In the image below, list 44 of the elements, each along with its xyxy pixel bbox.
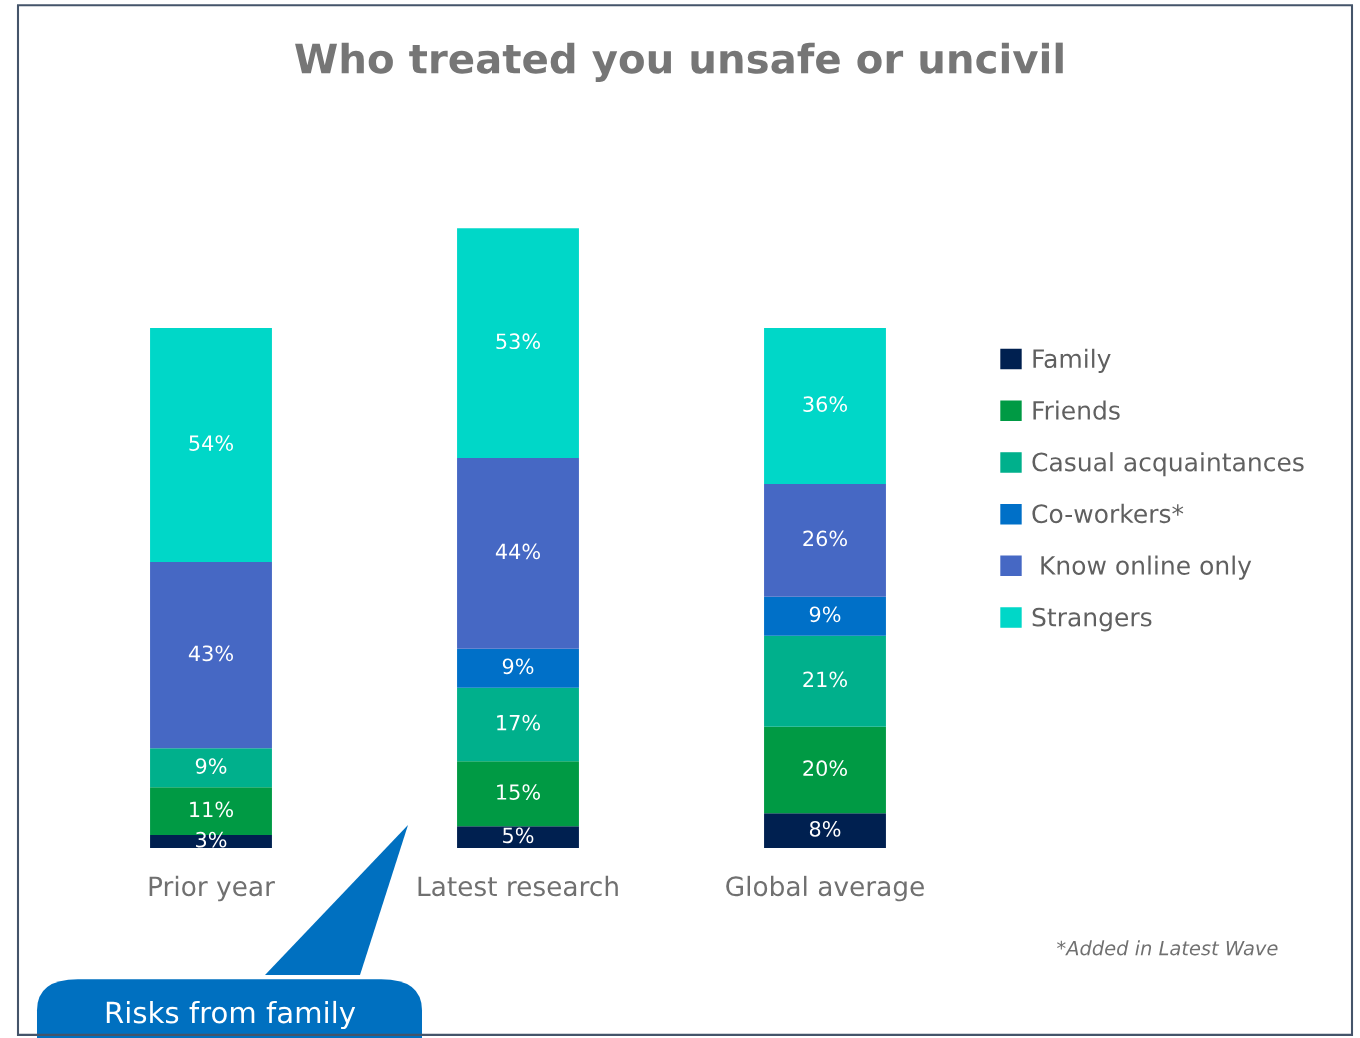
text: Risks from family xyxy=(106,1000,356,1030)
bar xyxy=(150,327,272,562)
bar xyxy=(457,228,579,458)
bar xyxy=(764,483,886,597)
legend-label: Friends xyxy=(1033,400,1120,420)
data-label: 9% xyxy=(195,758,227,774)
data-label: 36% xyxy=(803,396,847,412)
legend-label: Casual acquaintances xyxy=(1032,452,1304,477)
legend-label: Co-workers* xyxy=(1032,503,1184,524)
text: *Added in Latest Wave xyxy=(1057,940,1278,956)
chart-title: Who treated you unsafe or uncivil xyxy=(295,42,1063,82)
data-label: 15% xyxy=(497,784,540,800)
bar xyxy=(457,761,579,827)
bar xyxy=(457,826,579,849)
bar xyxy=(764,813,886,849)
data-label: 9% xyxy=(809,606,841,623)
data-label: 11% xyxy=(190,801,233,818)
data-label: 5% xyxy=(503,827,534,844)
bar xyxy=(457,648,579,688)
data-label: 43% xyxy=(188,645,233,662)
bar xyxy=(764,596,886,636)
bar xyxy=(457,457,579,649)
data-label: 8% xyxy=(809,820,841,837)
data-label: 9% xyxy=(502,658,534,675)
legend-label: Strangers xyxy=(1032,607,1152,632)
data-label: 17% xyxy=(497,714,540,731)
data-label: 21% xyxy=(803,671,847,688)
bar xyxy=(764,726,886,814)
data-label: 54% xyxy=(189,435,233,451)
x-tick-label: Prior year xyxy=(149,875,275,902)
data-label: 26% xyxy=(803,530,847,547)
bar xyxy=(764,635,886,727)
bar xyxy=(150,561,272,749)
data-label: 3% xyxy=(196,831,227,848)
bar xyxy=(150,748,272,788)
x-tick-label: Latest research xyxy=(418,875,618,897)
bar xyxy=(457,687,579,762)
data-label: 44% xyxy=(495,543,540,560)
legend-label: Family xyxy=(1033,348,1111,373)
data-label: 20% xyxy=(803,760,847,777)
x-tick-label: Global average xyxy=(726,875,924,902)
data-label: 53% xyxy=(496,333,540,350)
legend-label: Know online only xyxy=(1041,555,1252,580)
bar xyxy=(764,327,886,484)
